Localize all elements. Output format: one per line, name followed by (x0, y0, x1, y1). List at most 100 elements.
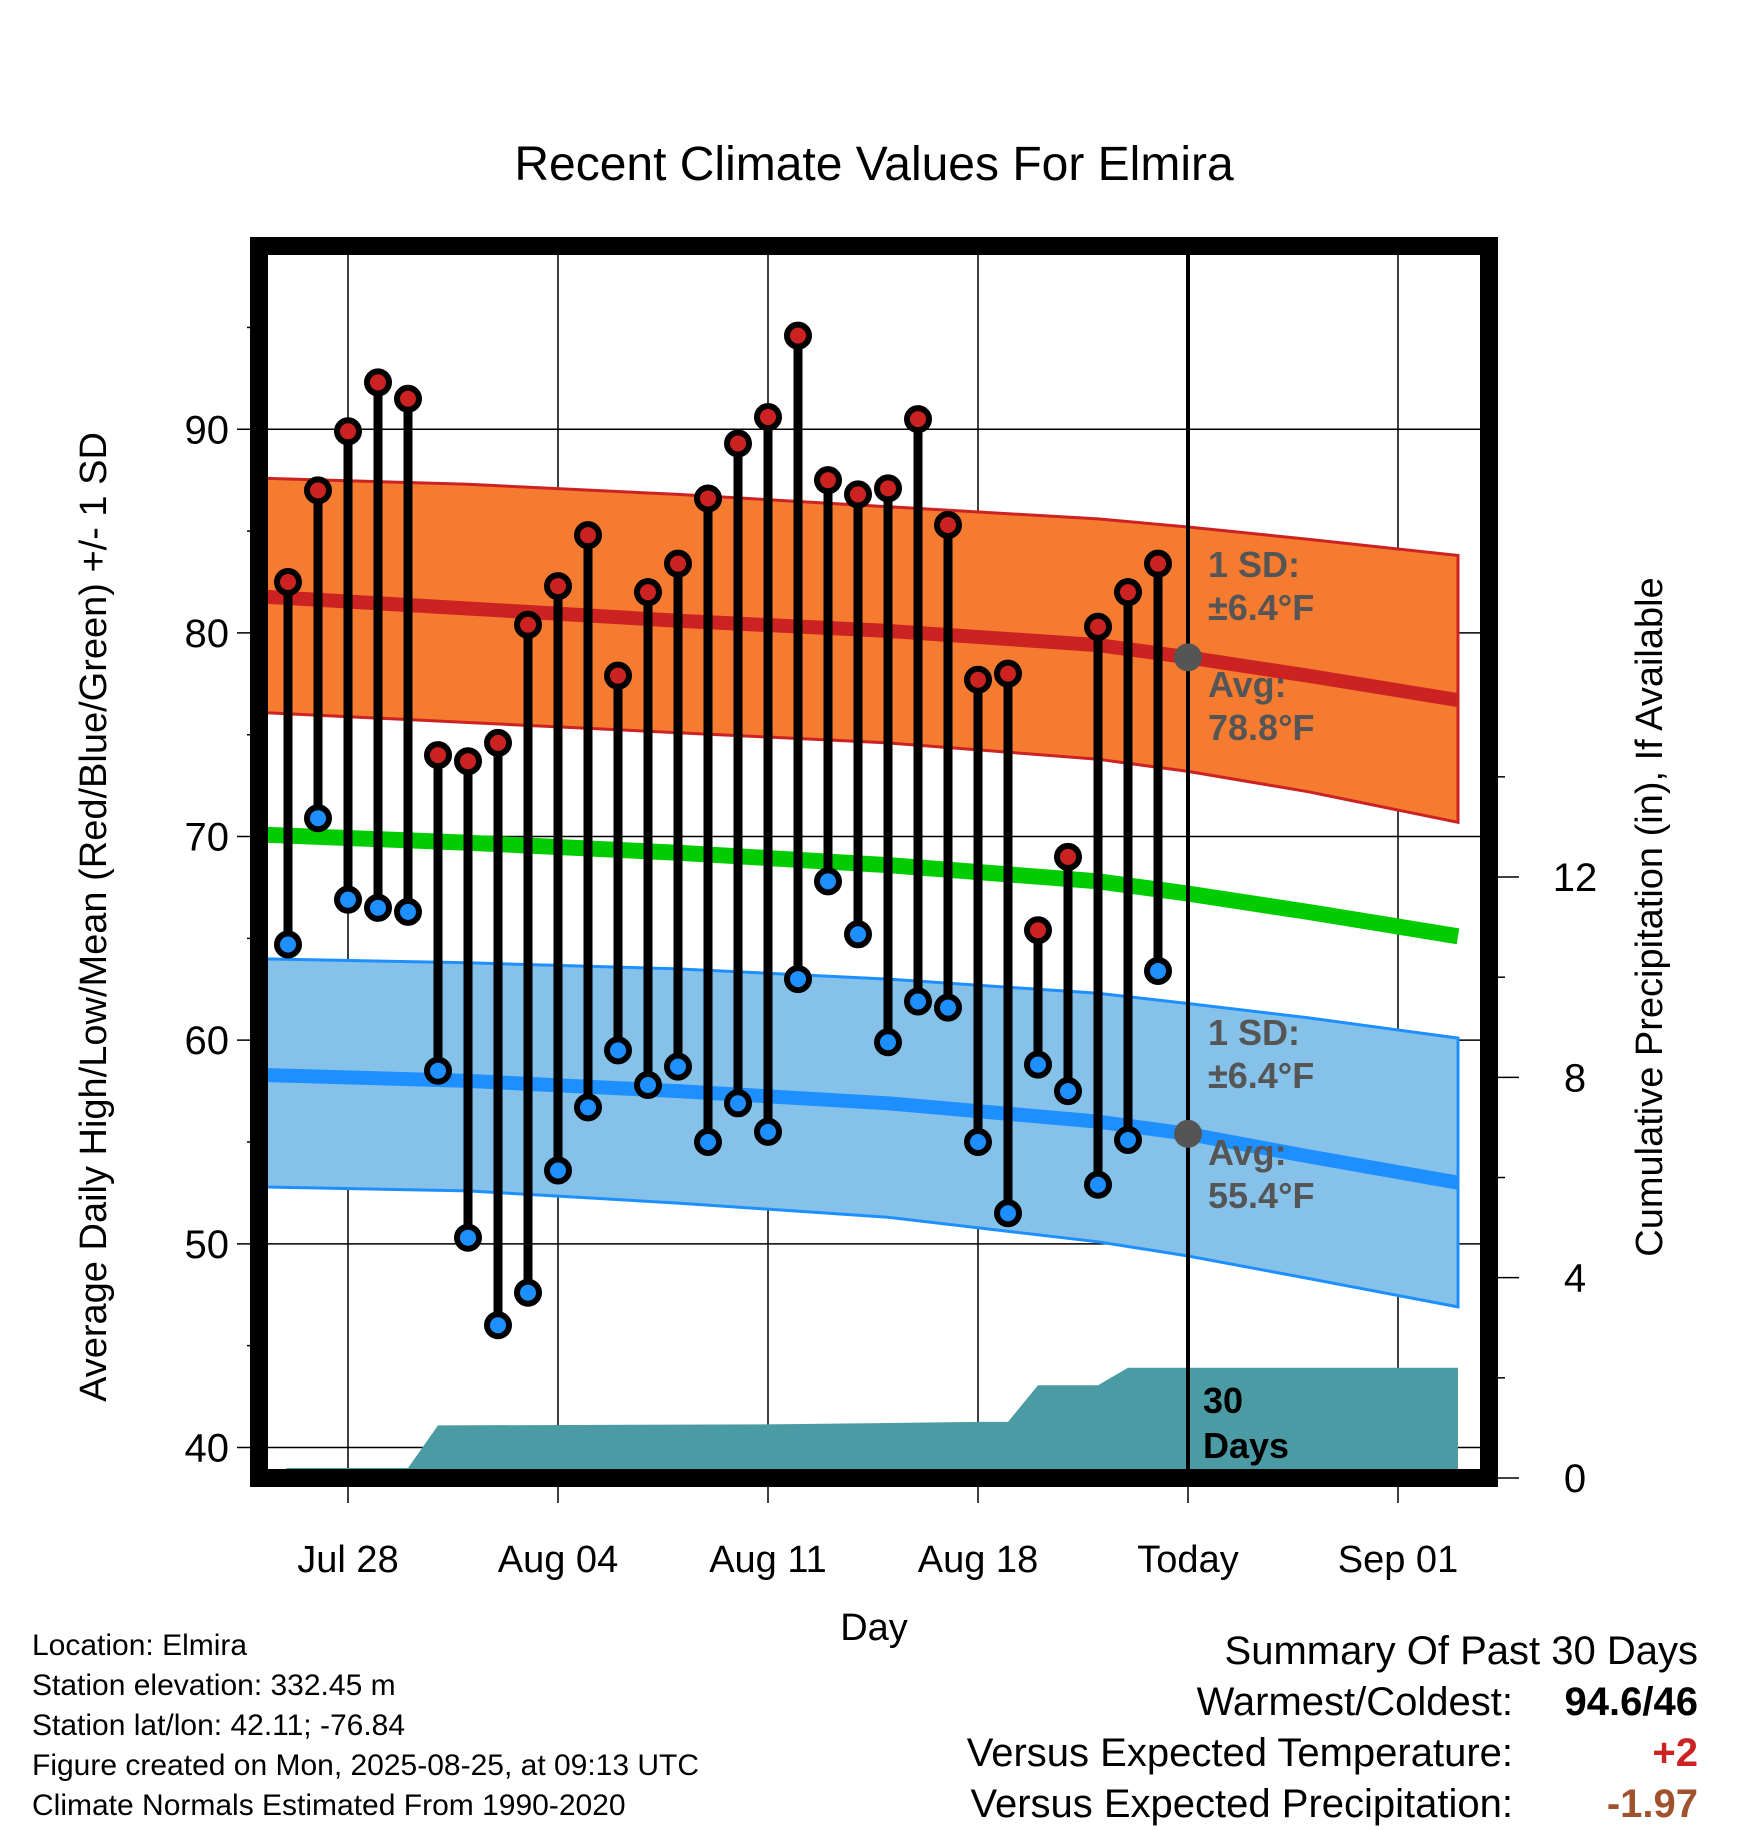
observed-low-point (664, 1052, 692, 1081)
observed-low-point (844, 920, 872, 949)
observed-high-point (844, 480, 872, 509)
observed-high-point (604, 661, 632, 690)
observed-low-point (544, 1156, 572, 1185)
observed-low-point (274, 930, 302, 959)
observed-high-point (1024, 916, 1052, 945)
precip-area (259, 1367, 1458, 1478)
y2-axis-ticks: 0 4 8 12 (1489, 776, 1598, 1501)
low-avg-label: Avg: (1208, 1132, 1287, 1173)
y2-tick-label: 12 (1553, 856, 1598, 900)
observed-high-point (634, 578, 662, 607)
x-tick-label: Sep 01 (1338, 1539, 1458, 1581)
observed-high-point (394, 384, 422, 413)
precip-value: -1.97 (1606, 1782, 1698, 1826)
annotations: 1 SD: ±6.4°F Avg: 78.8°F 1 SD: ±6.4°F Av… (1203, 544, 1314, 1466)
summary-heading: Summary Of Past 30 Days (1224, 1629, 1698, 1673)
observed-low-point (424, 1056, 452, 1085)
y-tick-label: 80 (185, 612, 230, 656)
observed-high-point (994, 659, 1022, 688)
x-tick-label: Today (1137, 1539, 1238, 1581)
observed-low-point (1114, 1125, 1142, 1154)
x-tick-label: Aug 11 (709, 1539, 827, 1581)
window-label-30: 30 (1203, 1380, 1243, 1421)
observed-low-point (634, 1070, 662, 1099)
observed-high-point (1084, 612, 1112, 641)
high-sd-value: ±6.4°F (1208, 587, 1314, 628)
observed-low-point (1084, 1170, 1112, 1199)
elevation-text: Station elevation: 332.45 m (32, 1669, 396, 1702)
observed-high-point (484, 728, 512, 757)
observed-high-point (814, 466, 842, 495)
today-line (1174, 246, 1202, 1478)
observed-high-point (724, 429, 752, 458)
observed-high-point (574, 521, 602, 550)
observed-low-point (1024, 1050, 1052, 1079)
observed-low-point (604, 1036, 632, 1065)
summary-warmest-row: Warmest/Coldest: 94.6/46 (967, 1677, 1698, 1728)
observed-low-point (514, 1278, 542, 1307)
observed-high-point (784, 321, 812, 350)
observed-high-point (1144, 549, 1172, 578)
observed-high-point (1114, 578, 1142, 607)
high-sd-label: 1 SD: (1208, 544, 1300, 585)
precip-label: Versus Expected Precipitation: (970, 1782, 1513, 1826)
observed-low-point (964, 1128, 992, 1156)
normal-lines (259, 589, 1460, 1190)
observed-low-point (994, 1199, 1022, 1228)
x-axis-ticks: Jul 28 Aug 04 Aug 11 Aug 18 Today Sep 01 (297, 1478, 1458, 1581)
observed-high-point (424, 741, 452, 770)
y-tick-label: 50 (185, 1223, 230, 1267)
observed-low-point (334, 885, 362, 914)
observed-low-point (874, 1028, 902, 1057)
y2-tick-label: 8 (1564, 1056, 1586, 1100)
summary-panel: Summary Of Past 30 Days Warmest/Coldest:… (967, 1626, 1698, 1830)
location-text: Location: Elmira (32, 1629, 248, 1662)
observed-high-point (754, 403, 782, 432)
observed-low-point (724, 1089, 752, 1118)
observed-bars (274, 321, 1172, 1340)
high-avg-line (259, 589, 1460, 708)
observed-high-point (1054, 842, 1082, 871)
high-avg-value: 78.8°F (1208, 707, 1314, 748)
plot-frame (250, 237, 1498, 1487)
precip-cumulative-area (259, 1367, 1458, 1478)
observed-low-point (814, 867, 842, 896)
x-tick-label: Aug 18 (918, 1539, 1038, 1581)
window-label-days: Days (1203, 1425, 1289, 1466)
observed-low-point (304, 804, 332, 833)
y-tick-label: 40 (185, 1426, 230, 1470)
observed-high-point (964, 665, 992, 694)
summary-temp-row: Versus Expected Temperature: +2 (967, 1728, 1698, 1779)
normals-text: Climate Normals Estimated From 1990-2020 (32, 1789, 626, 1822)
y-tick-label: 60 (185, 1019, 230, 1063)
observed-low-point (784, 965, 812, 994)
low-avg-value: 55.4°F (1208, 1175, 1314, 1216)
observed-high-point (274, 568, 302, 596)
x-axis-label: Day (840, 1607, 908, 1649)
temp-value: +2 (1652, 1731, 1698, 1775)
observed-low-point (754, 1117, 782, 1146)
today-high-avg-marker (1174, 643, 1202, 672)
low-sd-value: ±6.4°F (1208, 1055, 1314, 1096)
observed-low-point (364, 893, 392, 922)
observed-low-point (454, 1223, 482, 1252)
observed-high-point (904, 405, 932, 434)
observed-high-point (694, 484, 722, 513)
warmest-label: Warmest/Coldest: (1196, 1680, 1513, 1724)
latlon-text: Station lat/lon: 42.11; -76.84 (32, 1709, 406, 1742)
y-tick-label: 90 (185, 408, 230, 452)
today-low-avg-marker (1174, 1119, 1202, 1148)
x-tick-label: Jul 28 (297, 1539, 398, 1581)
observed-high-point (874, 474, 902, 503)
observed-high-point (334, 417, 362, 446)
observed-high-point (544, 572, 572, 601)
y2-axis-label: Cumulative Precipitation (in), If Availa… (1629, 577, 1671, 1256)
y-axis-label: Average Daily High/Low/Mean (Red/Blue/Gr… (73, 432, 115, 1402)
x-tick-label: Aug 04 (498, 1539, 618, 1581)
observed-low-point (934, 993, 962, 1022)
observed-high-point (664, 549, 692, 578)
observed-high-point (514, 610, 542, 639)
y2-tick-label: 0 (1564, 1457, 1586, 1501)
y-tick-label: 70 (185, 816, 230, 860)
observed-high-point (454, 747, 482, 776)
